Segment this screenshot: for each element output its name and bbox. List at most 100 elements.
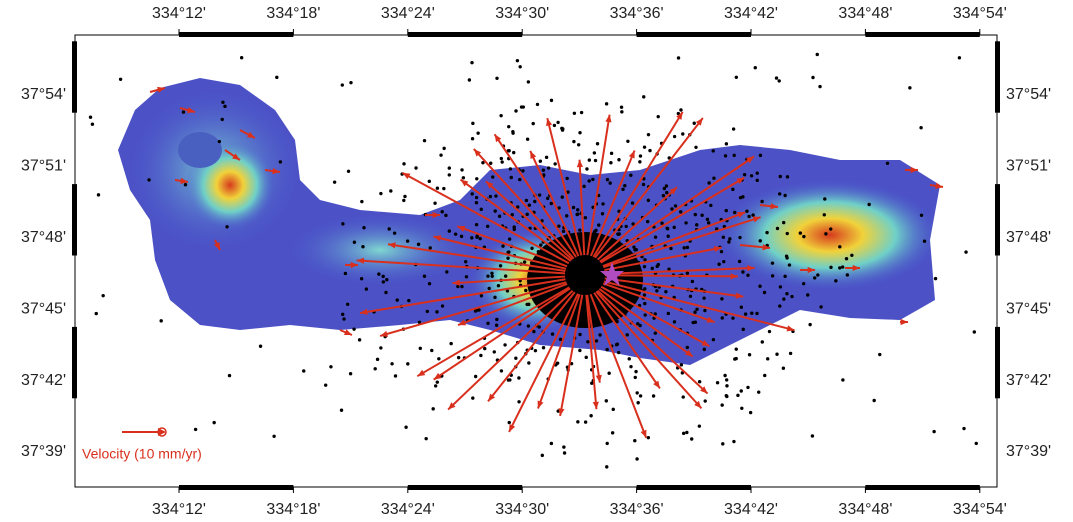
event: [740, 407, 743, 410]
event: [341, 313, 344, 316]
event: [423, 139, 426, 142]
event: [811, 76, 814, 79]
event: [588, 158, 591, 161]
lon-label-bottom: 334°30': [495, 501, 549, 518]
event: [585, 167, 588, 170]
event: [480, 294, 483, 297]
event: [958, 56, 961, 59]
lat-label-left: 37°51': [21, 158, 66, 175]
event: [698, 424, 701, 427]
event: [518, 65, 521, 68]
event: [184, 183, 187, 186]
event: [507, 149, 510, 152]
event: [587, 179, 590, 182]
frame-bar: [179, 485, 293, 490]
event: [346, 303, 349, 306]
event: [436, 380, 439, 383]
event: [490, 272, 493, 275]
lat-label-right: 37°54': [1006, 86, 1051, 103]
event: [402, 162, 405, 165]
event: [746, 386, 749, 389]
event: [597, 223, 600, 226]
frame-bar: [637, 32, 751, 37]
lon-label-top: 334°18': [266, 5, 320, 22]
event: [147, 178, 150, 181]
event: [533, 200, 536, 203]
event: [733, 154, 736, 157]
event: [709, 204, 712, 207]
event: [279, 160, 282, 163]
event: [525, 213, 528, 216]
event: [441, 304, 444, 307]
event: [734, 357, 737, 360]
lat-label-right: 37°39': [1006, 443, 1051, 460]
event: [783, 194, 786, 197]
event: [460, 235, 463, 238]
event: [738, 236, 741, 239]
event: [755, 312, 758, 315]
event: [528, 203, 531, 206]
event: [635, 391, 638, 394]
event: [471, 137, 474, 140]
frame-bar: [995, 184, 1000, 255]
event: [494, 194, 497, 197]
event: [623, 184, 626, 187]
event: [585, 356, 588, 359]
event: [414, 166, 417, 169]
event: [329, 365, 332, 368]
event: [182, 110, 185, 113]
event: [643, 145, 646, 148]
lat-label-left: 37°39': [21, 443, 66, 460]
lon-label-top: 334°12': [152, 5, 206, 22]
event: [584, 216, 587, 219]
event: [779, 175, 782, 178]
event: [643, 258, 646, 261]
event: [379, 192, 382, 195]
event: [651, 267, 654, 270]
event: [923, 240, 926, 243]
event: [390, 362, 393, 365]
event: [766, 357, 769, 360]
event: [448, 229, 451, 232]
event: [582, 185, 585, 188]
event: [275, 76, 278, 79]
legend-label: Velocity (10 mm/yr): [82, 446, 202, 462]
event: [382, 280, 385, 283]
event: [97, 193, 100, 196]
event: [666, 235, 669, 238]
event: [475, 201, 478, 204]
event: [523, 260, 526, 263]
event: [433, 201, 436, 204]
event: [824, 232, 827, 235]
event: [563, 451, 566, 454]
event: [553, 124, 556, 127]
event: [474, 375, 477, 378]
event: [739, 196, 742, 199]
event: [760, 200, 763, 203]
event: [525, 199, 528, 202]
event: [677, 56, 680, 59]
event: [823, 197, 826, 200]
event: [681, 132, 684, 135]
frame-bar: [995, 327, 1000, 398]
event: [636, 322, 639, 325]
event: [648, 149, 651, 152]
event: [908, 86, 911, 89]
lat-label-left: 37°54': [21, 86, 66, 103]
event: [867, 203, 870, 206]
event: [712, 338, 715, 341]
event: [682, 432, 685, 435]
event: [495, 324, 498, 327]
event: [524, 289, 527, 292]
event: [735, 347, 738, 350]
event: [616, 342, 619, 345]
event: [575, 213, 578, 216]
event: [785, 254, 788, 257]
event: [576, 208, 579, 211]
frame-bar: [72, 327, 77, 398]
lat-label-right: 37°51': [1006, 158, 1051, 175]
event: [225, 225, 228, 228]
event: [259, 345, 262, 348]
frame-bar: [408, 32, 522, 37]
event: [428, 180, 431, 183]
